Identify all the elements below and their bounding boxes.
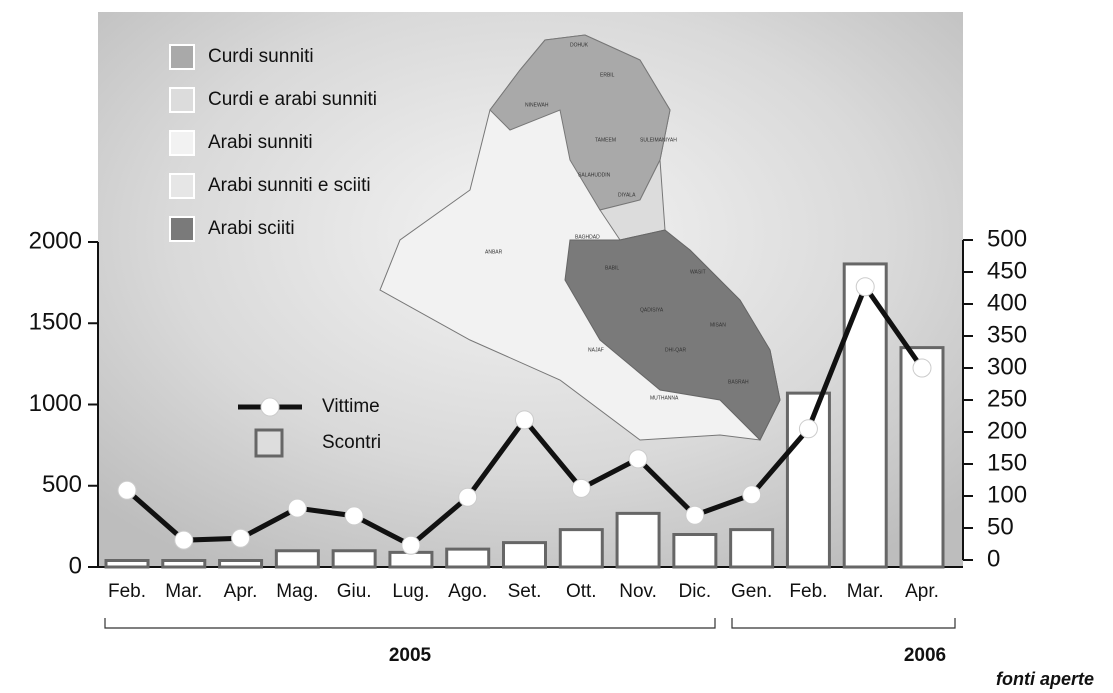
y-tick-label: 1000 bbox=[29, 390, 82, 417]
x-tick-label: Gen. bbox=[731, 581, 772, 602]
bar bbox=[218, 559, 264, 569]
source: fonti aperte bbox=[996, 669, 1094, 689]
y2-tick-label: 450 bbox=[987, 257, 1027, 284]
bar bbox=[842, 262, 888, 569]
bar bbox=[104, 559, 150, 569]
bar bbox=[785, 391, 831, 569]
bar bbox=[331, 549, 377, 569]
map-legend-swatch bbox=[169, 216, 195, 242]
line-marker bbox=[798, 419, 818, 439]
map-legend-label: Arabi sunniti e sciiti bbox=[208, 175, 371, 196]
x-tick-label: Ott. bbox=[566, 581, 597, 602]
map-legend-label: Arabi sciiti bbox=[208, 218, 295, 239]
line-marker bbox=[515, 410, 534, 430]
bar bbox=[445, 547, 491, 569]
bar bbox=[274, 549, 320, 569]
x-tick-label: Feb. bbox=[789, 581, 827, 602]
line-marker bbox=[458, 487, 478, 507]
year-bracket bbox=[731, 618, 956, 629]
y2-tick-label: 250 bbox=[987, 385, 1027, 412]
map-label: WASIT bbox=[690, 269, 706, 275]
legend-label: Scontri bbox=[322, 432, 381, 453]
map-legend-label: Curdi e arabi sunniti bbox=[208, 89, 377, 110]
y-tick-label: 500 bbox=[42, 471, 82, 498]
x-tick-label: Feb. bbox=[108, 581, 146, 602]
x-tick-label: Giu. bbox=[337, 581, 372, 602]
map-label: BAGHDAD bbox=[575, 234, 600, 240]
line-marker bbox=[571, 478, 591, 498]
legend-swatch bbox=[254, 428, 284, 458]
map-label: QADISIYA bbox=[640, 307, 664, 313]
x-tick-label: Nov. bbox=[619, 581, 657, 602]
map-legend-swatch bbox=[169, 130, 195, 156]
map-legend-label: Arabi sunniti bbox=[208, 132, 313, 153]
x-tick-label: Dic. bbox=[678, 581, 711, 602]
line-marker bbox=[628, 449, 648, 469]
map-label: SALAHUDDIN bbox=[578, 172, 611, 178]
map-legend-swatch bbox=[169, 87, 195, 113]
y2-tick-label: 150 bbox=[987, 449, 1027, 476]
line-marker bbox=[174, 530, 194, 550]
bar bbox=[161, 559, 207, 569]
bar bbox=[615, 511, 661, 569]
map-label: DIYALA bbox=[618, 192, 636, 198]
line-marker bbox=[855, 277, 875, 297]
y2-tick-label: 50 bbox=[987, 513, 1014, 540]
map-label: DHI-QAR bbox=[665, 347, 687, 353]
y2-tick-label: 300 bbox=[987, 353, 1027, 380]
x-tick-label: Apr. bbox=[224, 581, 258, 602]
y-tick-label: 1500 bbox=[29, 309, 82, 336]
year-label: 2006 bbox=[904, 645, 946, 666]
map-label: BASRAH bbox=[728, 379, 749, 385]
map-label: MISAN bbox=[710, 322, 726, 328]
x-tick-label: Mar. bbox=[165, 581, 202, 602]
y2-tick-label: 500 bbox=[987, 225, 1027, 252]
y2-tick-label: 400 bbox=[987, 289, 1027, 316]
bar bbox=[558, 528, 604, 569]
legend-label: Vittime bbox=[322, 396, 380, 417]
y-tick-label: 2000 bbox=[29, 227, 82, 254]
x-tick-label: Mag. bbox=[276, 581, 318, 602]
map-label: NINEWAH bbox=[525, 102, 549, 108]
line-marker bbox=[401, 535, 421, 555]
y2-tick-label: 200 bbox=[987, 417, 1027, 444]
map-label: MUTHANNA bbox=[650, 395, 679, 401]
line-marker bbox=[742, 485, 762, 505]
map-legend-swatch bbox=[169, 173, 195, 199]
line-marker bbox=[912, 358, 932, 378]
line-marker bbox=[685, 505, 705, 525]
y2-tick-label: 0 bbox=[987, 545, 1000, 572]
map-label: DOHUK bbox=[570, 42, 589, 48]
line-marker bbox=[344, 506, 364, 526]
year-label: 2005 bbox=[389, 645, 432, 666]
y2-tick-label: 100 bbox=[987, 481, 1027, 508]
map bbox=[379, 34, 781, 441]
map-label: ANBAR bbox=[485, 249, 503, 255]
y-tick-label: 0 bbox=[69, 552, 82, 579]
y2-tick-label: 350 bbox=[987, 321, 1027, 348]
map-label: ERBIL bbox=[600, 72, 615, 78]
bar bbox=[672, 533, 718, 569]
line-marker bbox=[287, 498, 307, 518]
map-legend-swatch bbox=[169, 44, 195, 70]
line-marker bbox=[117, 480, 137, 500]
line-marker bbox=[231, 528, 251, 548]
bar bbox=[729, 528, 775, 569]
map-label: NAJAF bbox=[588, 347, 604, 353]
x-tick-label: Set. bbox=[508, 581, 542, 602]
x-tick-label: Apr. bbox=[905, 581, 939, 602]
map-label: TAMEEM bbox=[595, 137, 616, 143]
bar bbox=[502, 541, 547, 569]
map-label: BABIL bbox=[605, 265, 619, 271]
legend-marker bbox=[260, 397, 280, 417]
map-legend-label: Curdi sunniti bbox=[208, 46, 314, 67]
map-label: SULEIMANIYAH bbox=[640, 137, 677, 143]
bar bbox=[899, 346, 945, 569]
x-tick-label: Ago. bbox=[448, 581, 487, 602]
year-bracket bbox=[104, 618, 716, 629]
x-tick-label: Lug. bbox=[392, 581, 429, 602]
x-tick-label: Mar. bbox=[847, 581, 884, 602]
